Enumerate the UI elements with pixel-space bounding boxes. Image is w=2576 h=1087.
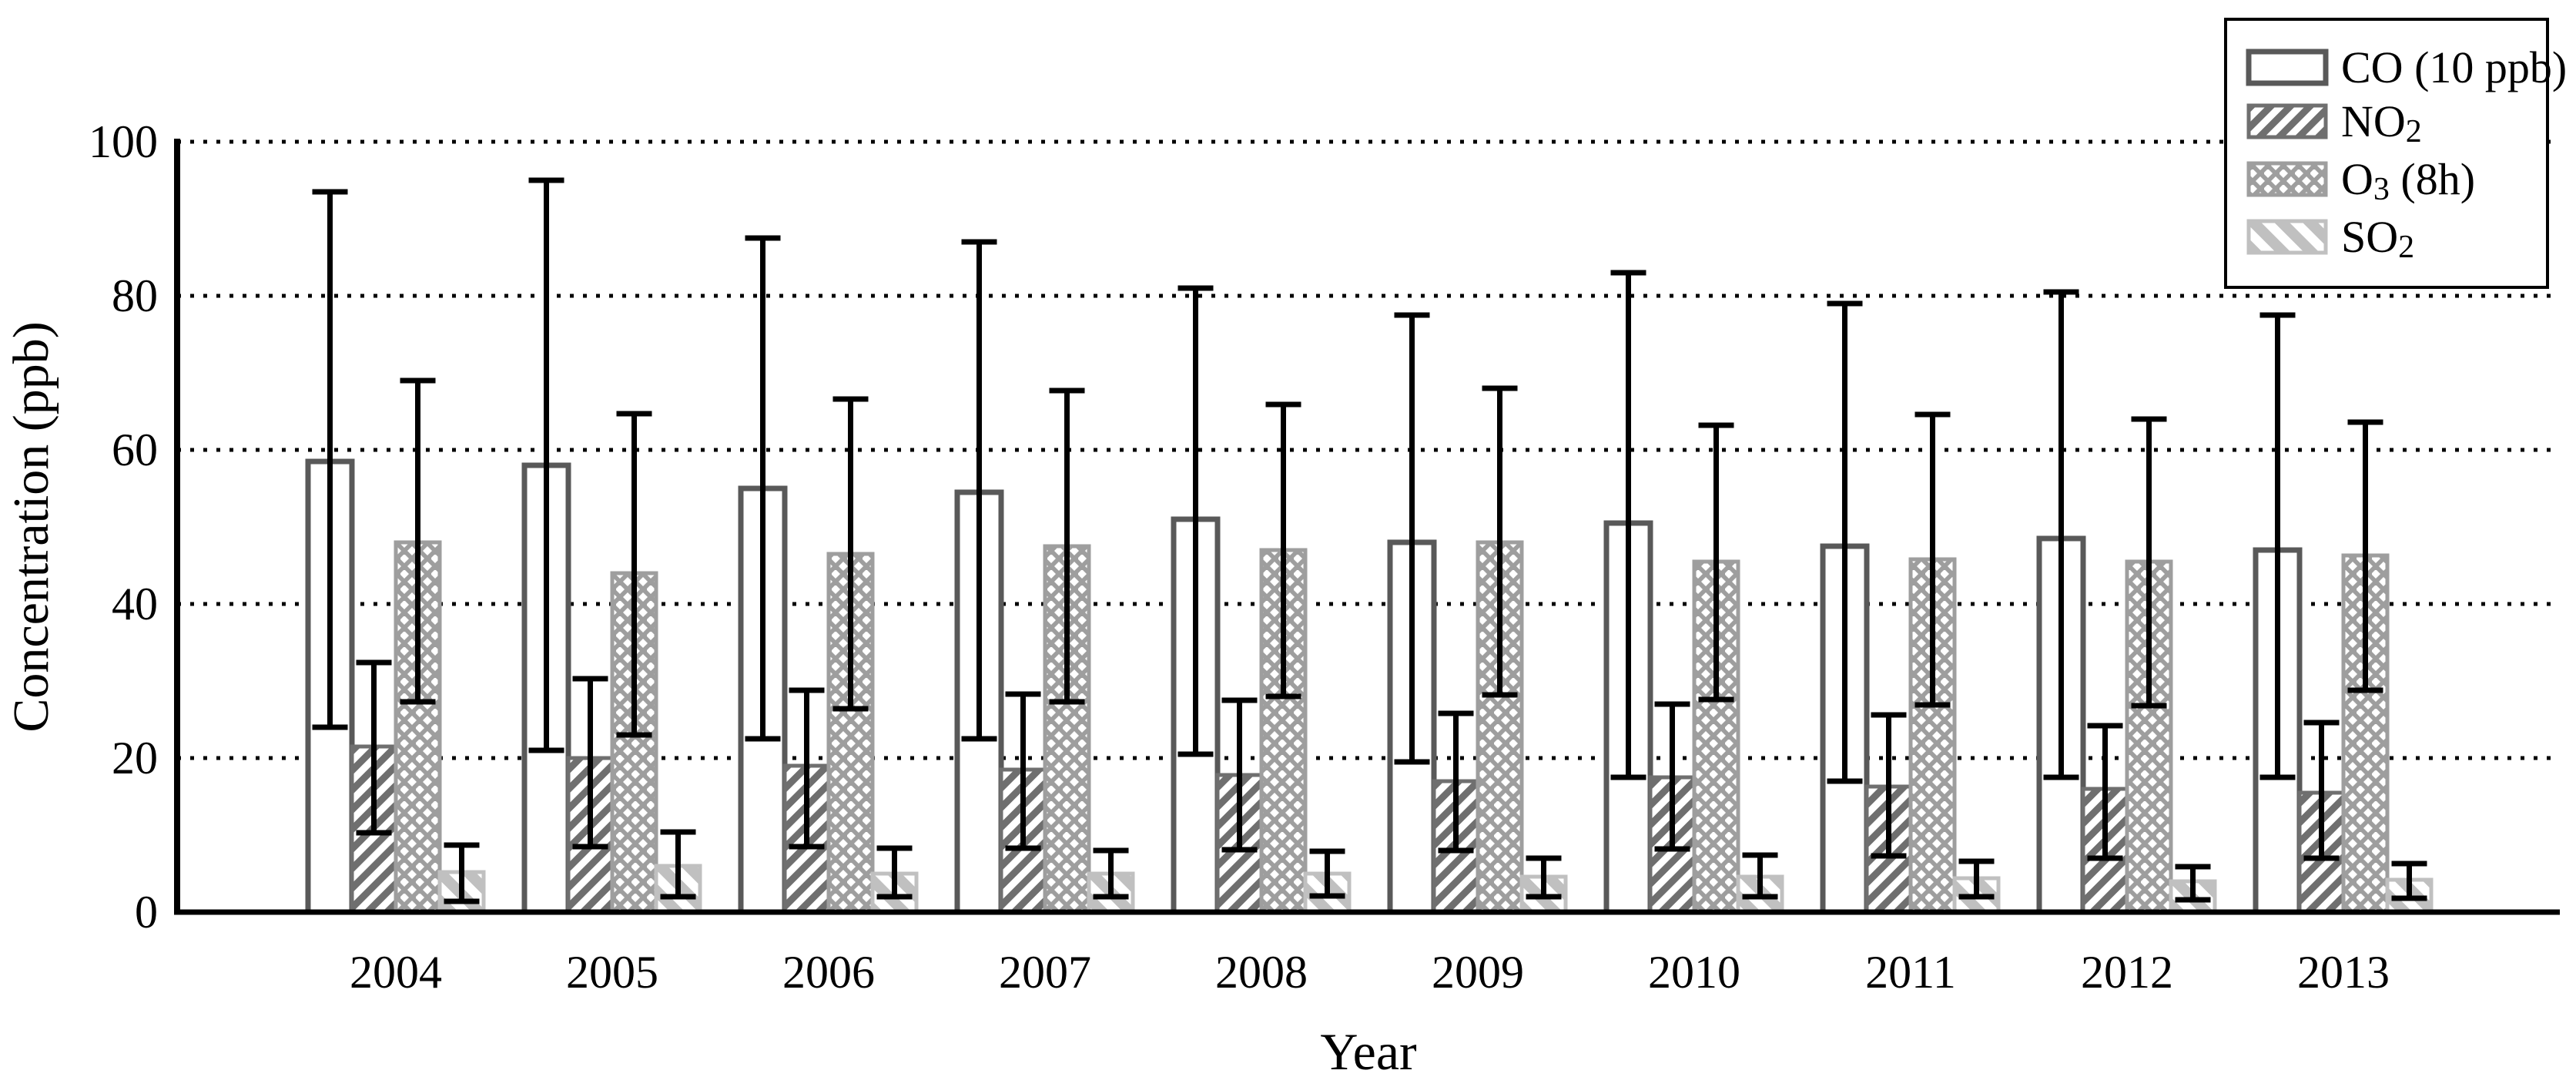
error-bars	[312, 177, 2427, 904]
error-bar-so2-2007	[1093, 847, 1129, 900]
legend-label: NO2	[2341, 96, 2422, 150]
error-bar-o38h-2009	[1482, 385, 1518, 698]
error-bar-co10ppb-2006	[745, 235, 781, 742]
error-bar-no2-2008	[1221, 697, 1258, 853]
y-tick-labels: 0 20 40 60 80 100	[89, 116, 158, 938]
error-bar-so2-2013	[2391, 861, 2427, 901]
legend-swatch	[2246, 103, 2328, 139]
gridlines	[177, 139, 2560, 760]
y-tick-label-40: 40	[112, 579, 158, 629]
error-bar-co10ppb-2008	[1177, 285, 1214, 757]
legend-item-o38h: O3 (8h)	[2246, 154, 2475, 208]
error-bar-so2-2009	[1526, 855, 1562, 900]
error-bar-no2-2011	[1871, 712, 1907, 859]
error-bar-co10ppb-2009	[1394, 312, 1430, 765]
x-tick-label-2009: 2009	[1432, 947, 1524, 998]
error-bar-no2-2010	[1654, 701, 1690, 852]
error-bar-o38h-2012	[2131, 416, 2167, 709]
x-tick-label-2008: 2008	[1215, 947, 1308, 998]
legend-swatch	[2246, 161, 2328, 197]
error-bar-o38h-2008	[1265, 401, 1301, 700]
error-bar-no2-2007	[1005, 691, 1041, 851]
error-bar-no2-2013	[2303, 720, 2340, 861]
legend-item-no2: NO2	[2246, 96, 2422, 150]
x-tick-label-2004: 2004	[350, 947, 442, 998]
error-bar-co10ppb-2004	[312, 189, 348, 730]
error-bar-no2-2009	[1438, 710, 1474, 854]
error-bar-o38h-2005	[616, 411, 652, 738]
error-bar-no2-2012	[2087, 723, 2123, 861]
error-bar-co10ppb-2005	[528, 177, 564, 753]
error-bar-so2-2012	[2175, 864, 2211, 903]
legend-label: O3 (8h)	[2341, 154, 2475, 208]
x-tick-label-2010: 2010	[1648, 947, 1740, 998]
error-bar-o38h-2004	[400, 377, 436, 705]
error-bar-co10ppb-2011	[1827, 300, 1863, 784]
y-tick-label-20: 20	[112, 733, 158, 783]
x-tick-labels: 2004 2005 2006 2007 2008 2009 2010 2011 2012 2013	[350, 947, 2390, 998]
axes	[174, 139, 2560, 915]
legend-label: SO2	[2341, 212, 2414, 266]
error-bar-co10ppb-2012	[2043, 289, 2079, 780]
error-bar-co10ppb-2013	[2259, 312, 2296, 780]
legend-item-co10ppb: CO (10 ppb)	[2246, 42, 2567, 92]
legend-label: CO (10 ppb)	[2341, 42, 2567, 92]
error-bar-so2-2008	[1309, 848, 1345, 899]
y-tick-label-60: 60	[112, 424, 158, 475]
error-bar-o38h-2010	[1698, 422, 1734, 703]
x-tick-label-2005: 2005	[566, 947, 658, 998]
error-bar-so2-2011	[1958, 858, 1995, 900]
error-bar-so2-2005	[660, 829, 696, 900]
error-bar-so2-2004	[444, 842, 480, 904]
y-axis-title: Concentration (ppb)	[3, 321, 59, 732]
legend-swatch	[2246, 219, 2328, 255]
y-tick-label-0: 0	[135, 887, 158, 938]
x-tick-label-2013: 2013	[2297, 947, 2390, 998]
error-bar-co10ppb-2007	[961, 239, 997, 742]
error-bar-no2-2004	[356, 659, 392, 836]
error-bar-no2-2005	[572, 676, 608, 850]
error-bar-so2-2006	[876, 845, 913, 900]
error-bar-o38h-2011	[1914, 411, 1951, 708]
error-bar-o38h-2006	[832, 396, 869, 712]
y-tick-label-80: 80	[112, 270, 158, 321]
x-axis-title: Year	[1320, 1022, 1417, 1081]
x-tick-label-2006: 2006	[782, 947, 875, 998]
legend-item-so2: SO2	[2246, 212, 2414, 266]
error-bar-o38h-2007	[1049, 387, 1085, 705]
error-bar-so2-2010	[1742, 852, 1778, 900]
error-bar-no2-2006	[789, 687, 825, 850]
y-tick-label-100: 100	[89, 116, 158, 167]
bars	[305, 458, 2434, 915]
x-tick-label-2007: 2007	[999, 947, 1091, 998]
error-bar-co10ppb-2010	[1610, 270, 1646, 780]
x-tick-label-2011: 2011	[1865, 947, 1956, 998]
x-tick-label-2012: 2012	[2081, 947, 2173, 998]
legend-swatch	[2246, 49, 2329, 86]
error-bar-o38h-2013	[2347, 419, 2383, 693]
